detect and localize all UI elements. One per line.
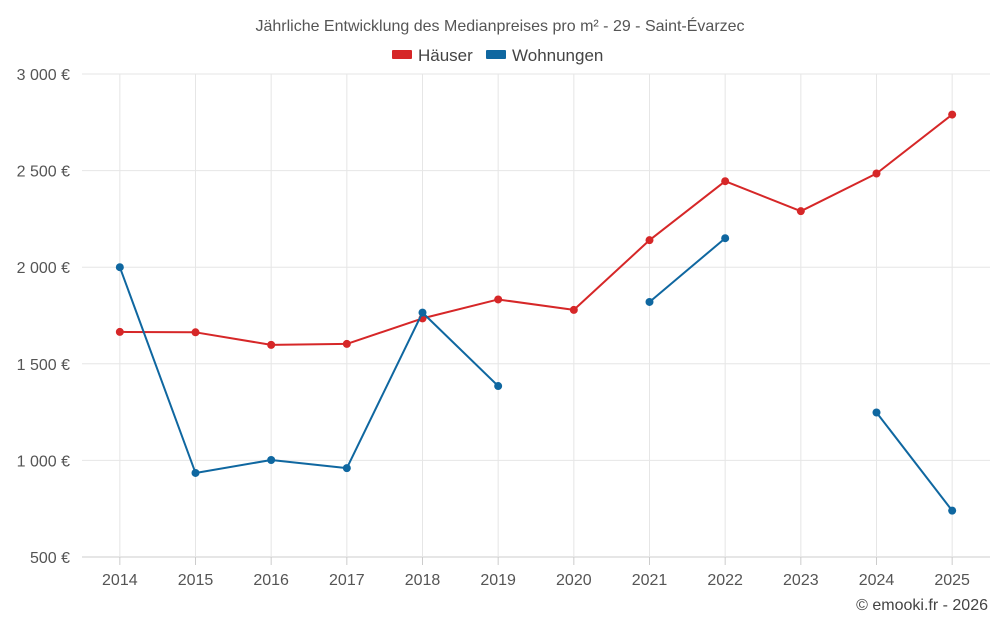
x-tick-label: 2019	[480, 572, 516, 589]
y-tick-label: 500 €	[30, 550, 70, 567]
x-tick-label: 2014	[102, 572, 138, 589]
data-point-haeuser[interactable]	[645, 236, 654, 245]
data-point-haeuser[interactable]	[872, 169, 881, 178]
chart-title: Jährliche Entwicklung des Medianpreises …	[255, 16, 744, 35]
legend-label: Wohnungen	[512, 46, 603, 65]
x-tick-label: 2023	[783, 572, 819, 589]
x-tick-label: 2025	[934, 572, 970, 589]
x-tick-label: 2017	[329, 572, 365, 589]
y-tick-label: 2 500 €	[17, 164, 70, 181]
data-point-wohnungen[interactable]	[342, 464, 351, 473]
series-haeuser	[115, 110, 957, 349]
series-line-wohnungen	[875, 411, 953, 512]
data-point-wohnungen[interactable]	[645, 297, 654, 306]
y-tick-label: 1 000 €	[17, 453, 70, 470]
data-point-haeuser[interactable]	[191, 328, 200, 337]
data-point-haeuser[interactable]	[796, 207, 805, 216]
y-tick-label: 1 500 €	[17, 357, 70, 374]
x-tick-label: 2016	[253, 572, 289, 589]
data-point-wohnungen[interactable]	[418, 308, 427, 317]
data-point-haeuser[interactable]	[267, 340, 276, 349]
data-point-haeuser[interactable]	[721, 177, 730, 186]
series-line-haeuser	[119, 113, 953, 346]
data-point-haeuser[interactable]	[342, 339, 351, 348]
x-axis: 2014 2015 2016 2017 2018 2019 2020 2021 2022 2023…	[102, 557, 970, 589]
x-tick-label: 2021	[632, 572, 668, 589]
x-tick-label: 2015	[178, 572, 214, 589]
legend-item-wohnungen[interactable]: Wohnungen	[486, 46, 603, 65]
data-point-wohnungen[interactable]	[721, 234, 730, 243]
legend-swatch	[392, 50, 412, 59]
data-point-wohnungen[interactable]	[191, 468, 200, 477]
y-tick-label: 3 000 €	[17, 67, 70, 84]
legend: Häuser Wohnungen	[392, 46, 603, 65]
data-point-wohnungen[interactable]	[115, 263, 124, 272]
legend-label: Häuser	[418, 46, 473, 65]
x-tick-label: 2024	[859, 572, 895, 589]
y-axis: 500 € 1 000 € 1 500 € 2 000 € 2 500 € 3 000 €	[17, 67, 70, 567]
legend-item-haeuser[interactable]: Häuser	[392, 46, 473, 65]
series-line-wohnungen	[118, 266, 499, 474]
x-tick-label: 2018	[405, 572, 441, 589]
series-group	[115, 110, 957, 515]
data-point-wohnungen[interactable]	[494, 382, 503, 391]
data-point-haeuser[interactable]	[115, 327, 124, 336]
data-point-haeuser[interactable]	[948, 110, 957, 119]
data-point-haeuser[interactable]	[494, 295, 503, 304]
credit-text: © emooki.fr - 2026	[856, 597, 988, 614]
grid	[82, 73, 990, 558]
data-point-wohnungen[interactable]	[267, 456, 276, 465]
y-tick-label: 2 000 €	[17, 260, 70, 277]
data-point-haeuser[interactable]	[569, 305, 578, 314]
x-tick-label: 2020	[556, 572, 592, 589]
legend-swatch	[486, 50, 506, 59]
data-point-wohnungen[interactable]	[948, 506, 957, 515]
x-tick-label: 2022	[707, 572, 743, 589]
series-line-wohnungen	[648, 237, 726, 303]
series-wohnungen	[115, 234, 957, 515]
data-point-wohnungen[interactable]	[872, 408, 881, 417]
